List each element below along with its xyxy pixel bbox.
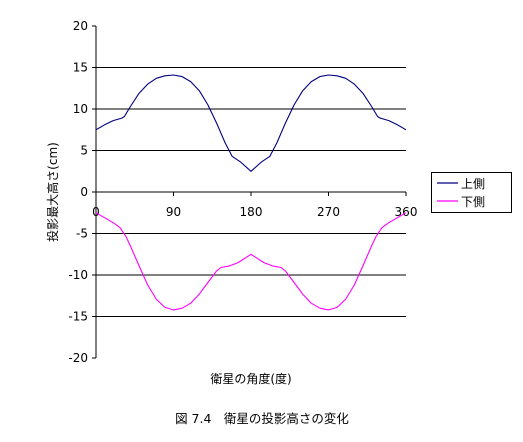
x-tick-label: 180 xyxy=(240,205,263,219)
y-axis-title: 投影最大高さ(cm) xyxy=(45,142,60,242)
legend-label: 上側 xyxy=(461,177,485,191)
series-line-1 xyxy=(95,74,407,172)
y-tick-label: 10 xyxy=(73,102,88,116)
y-tick-label: -5 xyxy=(76,227,88,241)
y-tick-label: 15 xyxy=(73,61,88,75)
x-tick-label: 90 xyxy=(166,205,181,219)
y-tick-label: -20 xyxy=(68,351,88,365)
y-tick-label: 20 xyxy=(73,19,88,33)
series-line-2 xyxy=(95,212,407,311)
y-axis-ticks: 20 15 10 5 0 -5 -10 -15 -20 xyxy=(68,19,96,365)
x-tick-label: 0 xyxy=(92,205,100,219)
legend-label: 下側 xyxy=(461,195,485,209)
figure-caption: 図 7.4 衛星の投影高さの変化 xyxy=(175,411,349,426)
x-tick-label: 270 xyxy=(317,205,340,219)
y-tick-label: -10 xyxy=(68,268,88,282)
series-lines xyxy=(95,74,407,311)
gridlines xyxy=(96,67,406,317)
y-tick-label: 0 xyxy=(80,185,88,199)
y-tick-label: -15 xyxy=(68,310,88,324)
y-tick-label: 5 xyxy=(80,144,88,158)
x-axis-ticks: 0 90 180 270 360 xyxy=(92,192,417,219)
legend-box xyxy=(431,172,512,213)
legend-item: 下側 xyxy=(437,195,485,209)
legend-item: 上側 xyxy=(437,177,485,191)
x-axis-title: 衛星の角度(度) xyxy=(210,371,291,386)
